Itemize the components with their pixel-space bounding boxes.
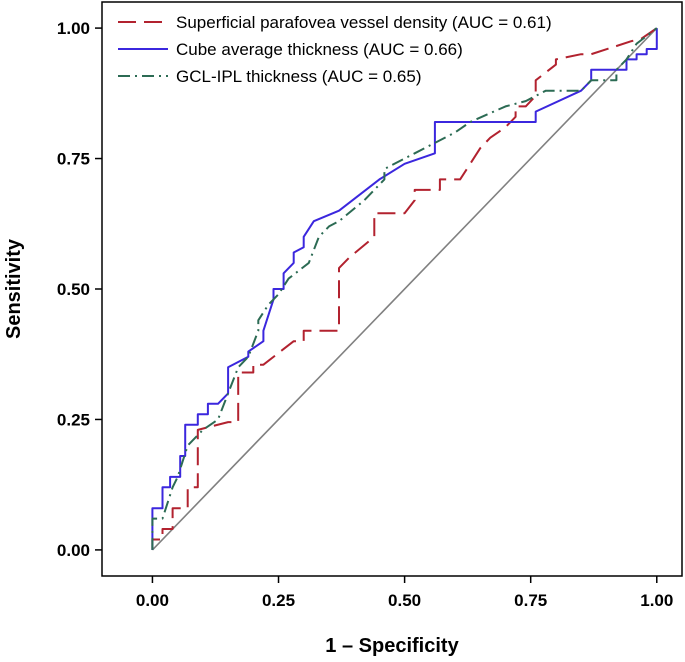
legend-label-2: Cube average thickness (AUC = 0.66) (176, 40, 463, 59)
y-axis-title: Sensitivity (3, 238, 25, 339)
plot-area (151, 27, 658, 551)
x-tick-label: 1.00 (640, 591, 673, 610)
x-tick-label: 0.25 (262, 591, 295, 610)
axes: 0.00 0.25 0.50 0.75 1.00 0.00 0.25 0.50 0.75 1.00 (57, 1, 683, 610)
legend-label-3: GCL-IPL thickness (AUC = 0.65) (176, 67, 422, 86)
y-tick-label: 0.25 (57, 410, 90, 429)
legend: Superficial parafovea vessel density (AU… (118, 13, 552, 86)
legend-label-1: Superficial parafovea vessel density (AU… (176, 13, 552, 32)
x-axis-title: 1 – Specificity (325, 635, 459, 657)
x-tick-label: 0.00 (136, 591, 169, 610)
x-tick-label: 0.50 (388, 591, 421, 610)
x-tick-label: 0.75 (514, 591, 547, 610)
y-tick-label: 1.00 (57, 19, 90, 38)
y-tick-label: 0.00 (57, 541, 90, 560)
series-line-1 (151, 27, 658, 550)
reference-diagonal-line (151, 27, 658, 551)
y-tick-label: 0.50 (57, 280, 90, 299)
y-tick-label: 0.75 (57, 150, 90, 169)
plot-frame (101, 1, 683, 577)
